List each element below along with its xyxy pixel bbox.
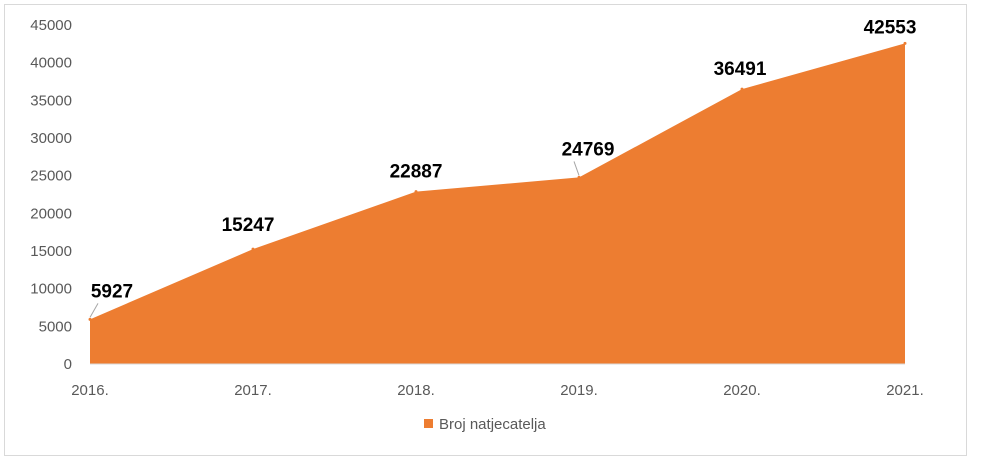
y-tick-label: 15000 (30, 243, 72, 260)
x-axis-ticks: 2016. 2017. 2018. 2019. 2020. 2021. (71, 382, 924, 399)
data-point (251, 247, 255, 251)
data-label-leader (89, 303, 99, 318)
data-label: 15247 (222, 215, 275, 236)
y-tick-label: 45000 (30, 17, 72, 34)
x-tick-label: 2016. (71, 382, 109, 399)
data-label-leader (573, 161, 580, 176)
data-point (577, 175, 581, 179)
data-label: 24769 (562, 139, 615, 160)
y-tick-label: 5000 (39, 318, 72, 335)
data-labels: 5927 15247 22887 24769 36491 42553 (89, 17, 917, 318)
data-point (740, 87, 744, 91)
data-point (414, 190, 418, 194)
data-label: 36491 (714, 59, 767, 80)
y-tick-label: 25000 (30, 168, 72, 185)
data-label: 22887 (390, 162, 443, 183)
x-tick-label: 2019. (560, 382, 598, 399)
legend: Broj natjecatelja (424, 416, 546, 433)
area-series-broj-natjecatelja (90, 43, 905, 364)
data-point (903, 41, 907, 45)
y-tick-label: 35000 (30, 92, 72, 109)
data-label: 42553 (864, 17, 917, 38)
data-label: 5927 (91, 281, 133, 302)
data-point (88, 317, 92, 321)
legend-swatch (424, 419, 433, 428)
y-tick-label: 20000 (30, 205, 72, 222)
y-axis-ticks: 0 5000 10000 15000 20000 25000 30000 35000 40000… (30, 17, 72, 373)
y-tick-label: 0 (64, 356, 72, 373)
x-tick-label: 2021. (886, 382, 924, 399)
x-tick-label: 2017. (234, 382, 272, 399)
legend-label: Broj natjecatelja (439, 416, 546, 433)
plot-area (88, 41, 907, 365)
x-tick-label: 2020. (723, 382, 761, 399)
y-tick-label: 40000 (30, 55, 72, 72)
y-tick-label: 30000 (30, 130, 72, 147)
y-tick-label: 10000 (30, 281, 72, 298)
x-tick-label: 2018. (397, 382, 435, 399)
